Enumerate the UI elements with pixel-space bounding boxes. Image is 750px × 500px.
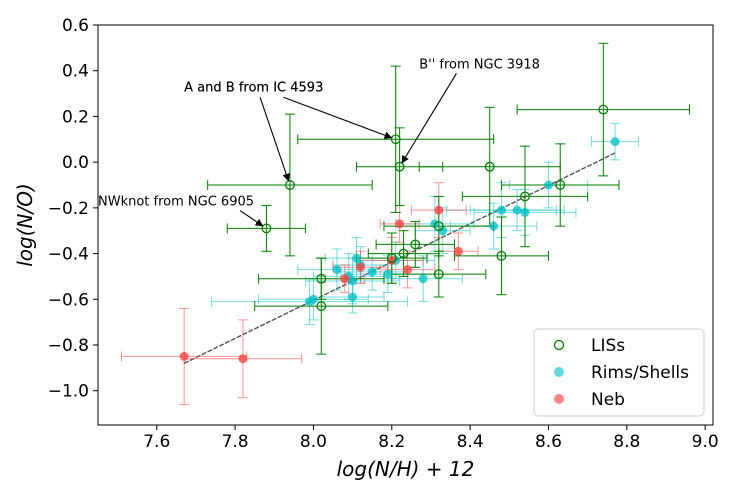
legend-label-rims-shells: Rims/Shells [591,363,689,383]
rims-shells-point [305,297,315,307]
legend-label-liss: LISs [591,336,625,356]
liss-errorbar [418,106,561,227]
rims-shells-point [367,267,377,277]
x-tick-label: 8.0 [300,432,327,452]
neb-point [355,262,365,272]
plot-frame [97,24,714,426]
axes-layer: 7.6 7.8 8.0 8.2 8.4 8.6 8.8 9.0 −1.0 −0.8 −0.6 −0.4… [48,16,719,452]
liss-point [520,191,530,202]
y-tick-label: −0.2 [48,199,89,219]
neb-point [340,274,350,284]
y-tick-label: −1.0 [48,382,89,402]
rims-shells-point [610,137,620,147]
annotation-arrow [259,97,290,182]
liss-errorbar [516,42,690,177]
annotation-text: A and B from IC 4593 [184,80,323,95]
liss-point [410,239,421,250]
y-axis-label: log(N/O) [13,183,37,267]
legend-marker-neb [554,394,564,404]
x-axis-label: log(N/H) + 12 [337,457,475,481]
rims-shells-point [543,180,553,190]
rims-shells-point [438,226,448,236]
liss-point [555,180,566,190]
neb-point [238,354,248,364]
annotation-arrow [239,210,264,227]
liss-errorbar [226,205,307,252]
neb-point [434,205,444,215]
liss-errorbar [500,143,620,227]
liss-point [598,104,609,115]
rims-shells-point [489,221,499,231]
annotation-text: NWknot from NGC 6905 [98,195,254,210]
liss-errorbar [391,250,487,298]
liss-point [496,250,507,261]
liss-errorbar [375,221,455,268]
x-tick-label: 9.0 [692,432,719,452]
rims-shells-point [383,269,393,279]
rims-shells-point [496,205,506,215]
fit-line [183,152,616,364]
annotation-arrow [283,96,393,139]
annotation-layer: NWknot from NGC 6905 A and B from IC 4593… [98,57,540,227]
liss-point [316,301,327,312]
y-tick-label: −0.8 [48,336,89,356]
liss-point [386,253,397,264]
legend-label-neb: Neb [591,390,625,410]
liss-point [433,221,444,232]
x-tick-label: 7.6 [143,432,170,452]
rims-shells-point [348,292,358,302]
legend-marker-rims-shells [554,367,564,377]
neb-point [387,255,397,265]
neb-point [402,265,412,275]
x-tick-label: 7.8 [222,432,249,452]
neb-point [179,351,189,361]
liss-errorbar [297,65,495,213]
y-tick-label: 0.4 [62,62,89,82]
liss-point [284,180,295,190]
rims-shells-point [512,205,522,215]
liss-errorbar [453,216,549,296]
liss-point [433,269,444,280]
y-tick-label: 0.0 [62,153,89,173]
rims-shells-point [332,265,342,275]
annotation-text: A and B from IC 4593 [184,80,323,95]
liss-point [316,273,327,284]
x-tick-label: 8.4 [457,432,484,452]
x-tick-label: 8.2 [378,432,405,452]
liss-point [261,223,272,234]
rims-shells-point [520,207,530,217]
fit-line-layer [183,152,616,364]
liss-errorbar [254,257,389,355]
liss-errorbar [207,113,373,257]
x-tick-label: 8.6 [535,432,562,452]
liss-point [394,161,405,172]
neb-point [395,219,405,229]
legend-box [533,328,705,417]
legend-marker-liss [553,339,565,351]
y-tick-label: 0.2 [62,107,89,127]
liss-point [398,248,409,259]
x-tick-label: 8.8 [613,432,640,452]
liss-errorbar [461,145,589,248]
liss-point [390,134,401,145]
y-tick-label: 0.6 [62,16,89,36]
liss-point [484,161,495,172]
legend: LISs Rims/Shells Neb [533,328,705,417]
neb-point [453,246,463,256]
annotation-text: B'' from NGC 3918 [419,57,540,72]
annotation-arrow [401,73,457,164]
y-tick-label: −0.4 [48,245,89,265]
rims-shells-point [352,253,362,263]
rims-shells-point [418,274,428,284]
y-tick-label: −0.6 [48,290,89,310]
data-point-layer [179,104,620,364]
